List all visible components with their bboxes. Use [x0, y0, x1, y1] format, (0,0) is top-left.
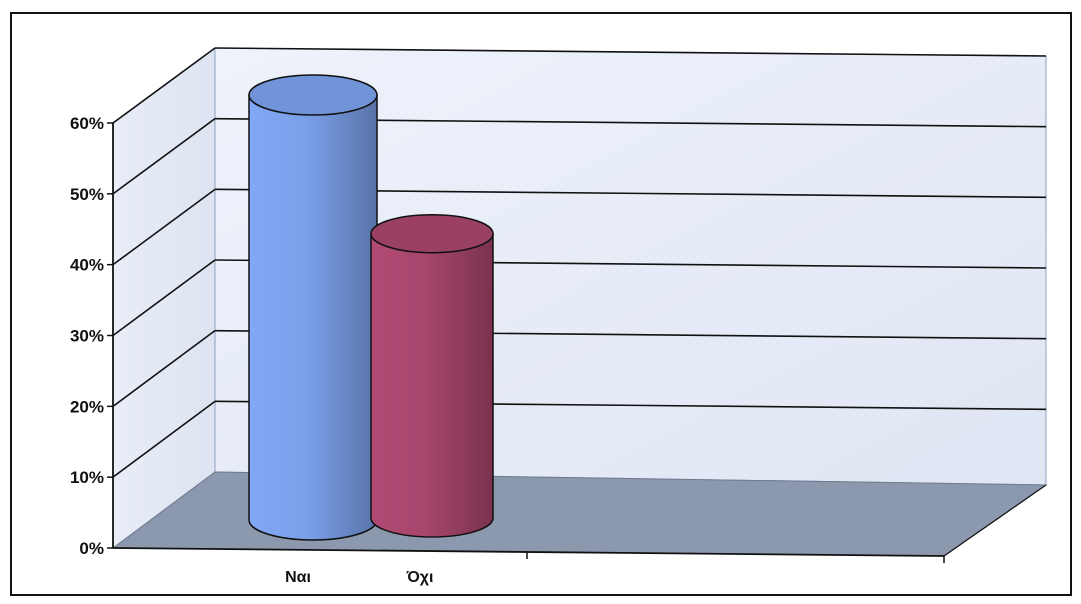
bar-cylinder-2: [370, 232, 494, 538]
y-tick-label: 50%: [70, 185, 104, 204]
y-tick-label: 40%: [70, 256, 104, 275]
y-tick-label: 30%: [70, 327, 104, 346]
gridline-side: [112, 400, 216, 478]
y-tick-label: 60%: [70, 114, 104, 133]
x-axis: [112, 547, 945, 557]
x-category-label: Όχι: [406, 569, 434, 586]
gridline-side: [112, 259, 216, 337]
bar-top-1: [248, 74, 378, 116]
bar-cylinder-1: [248, 94, 378, 541]
gridline-side: [112, 188, 216, 266]
floor-edge: [943, 484, 1047, 557]
gridline-side: [112, 47, 216, 124]
gridline-back: [214, 47, 1047, 57]
bar-top-2: [370, 213, 494, 254]
gridline-side: [112, 118, 216, 195]
y-tick-label: 10%: [70, 468, 104, 487]
y-tick-label: 0%: [79, 539, 104, 558]
gridline-side: [112, 330, 216, 407]
x-category-label: Ναι: [285, 569, 311, 586]
y-tick-label: 20%: [70, 397, 104, 416]
